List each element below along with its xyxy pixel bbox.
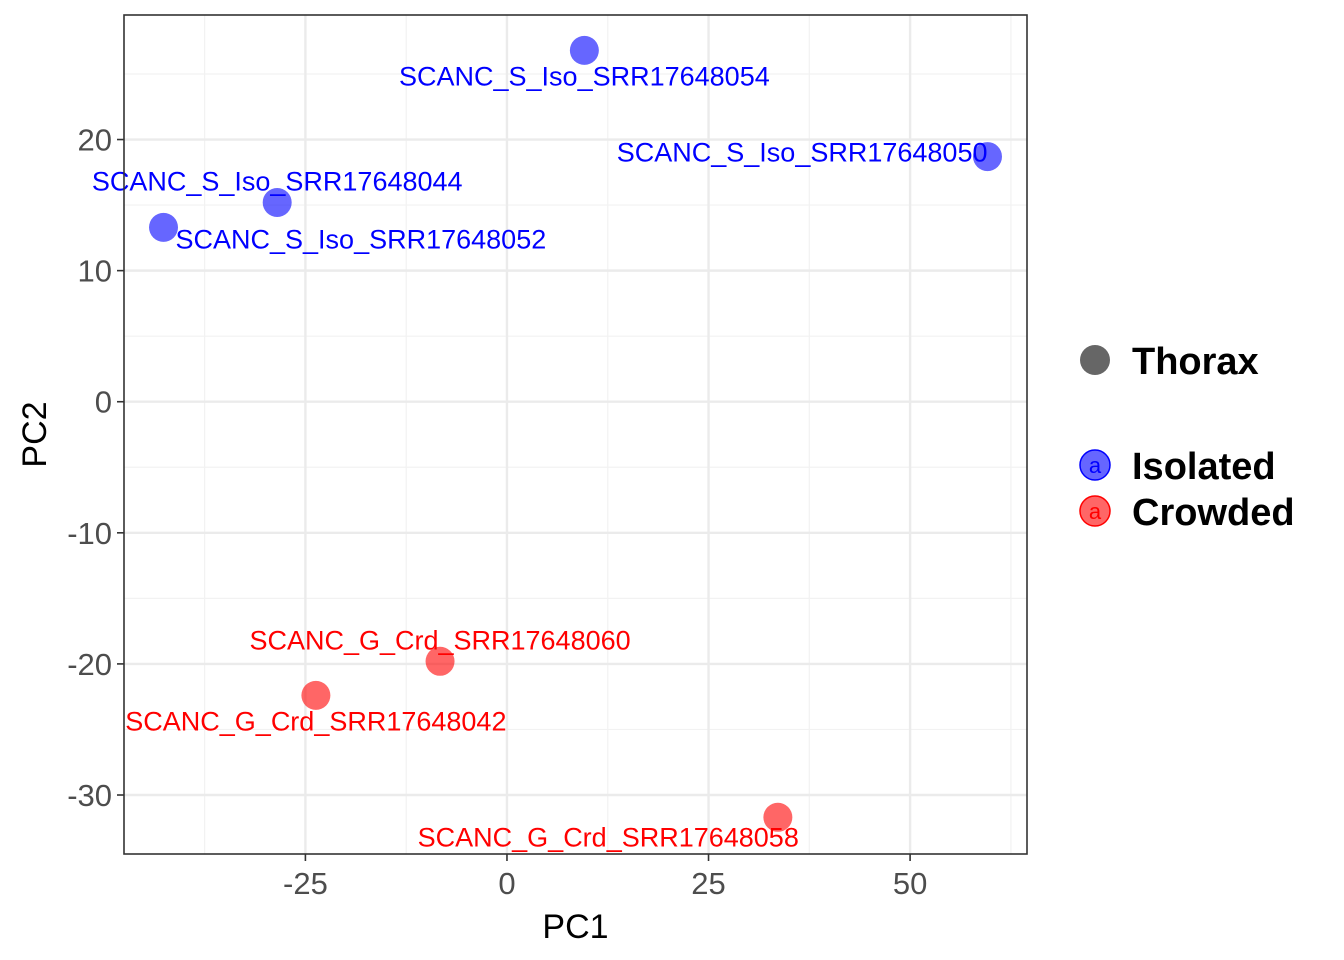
- data-point-crowded: [425, 646, 455, 676]
- point-label: SCANC_G_Crd_SRR17648060: [249, 625, 630, 655]
- legend-key-isolated: [1079, 449, 1111, 481]
- point-label: SCANC_S_Iso_SRR17648050: [617, 138, 988, 168]
- x-tick-label: 50: [893, 866, 927, 901]
- y-tick-label: 20: [78, 123, 112, 158]
- data-points: [149, 35, 1002, 832]
- data-point-isolated: [262, 187, 292, 217]
- major-gridlines: [124, 15, 1027, 854]
- x-tick-label: -25: [283, 866, 328, 901]
- point-label: SCANC_S_Iso_SRR17648044: [92, 166, 463, 196]
- y-tick-label: -20: [67, 647, 112, 682]
- data-point-isolated: [569, 35, 599, 65]
- panel-background: [124, 15, 1027, 854]
- y-tick-label: -10: [67, 516, 112, 551]
- data-point-isolated: [149, 212, 179, 242]
- data-point-isolated: [972, 142, 1002, 172]
- point-label: SCANC_S_Iso_SRR17648052: [176, 224, 547, 254]
- legend-key-letter: a: [1089, 499, 1102, 524]
- data-point-crowded: [301, 680, 331, 710]
- y-tick-label: -30: [67, 778, 112, 813]
- data-point-crowded: [763, 802, 793, 832]
- legend-label-crowded: Crowded: [1132, 492, 1295, 534]
- legend-key-crowded: [1079, 495, 1111, 527]
- legend: Thorax a Isolated a Crowded: [1079, 341, 1295, 534]
- x-tick-label: 0: [498, 866, 515, 901]
- y-tick-label: 10: [78, 254, 112, 289]
- minor-gridlines: [124, 15, 1027, 854]
- x-axis-title: PC1: [542, 908, 608, 946]
- point-label: SCANC_G_Crd_SRR17648042: [125, 706, 506, 736]
- x-tick-label: 25: [691, 866, 725, 901]
- x-axis: -25 0 25 50: [283, 854, 927, 901]
- point-label: SCANC_G_Crd_SRR17648058: [418, 822, 799, 852]
- plot-panel: SCANC_S_Iso_SRR17648054 SCANC_S_Iso_SRR17…: [92, 14, 1028, 855]
- point-labels: SCANC_S_Iso_SRR17648054 SCANC_S_Iso_SRR17…: [92, 61, 988, 852]
- panel-border: [123, 14, 1028, 855]
- legend-thorax-key: [1080, 345, 1110, 375]
- legend-thorax-label: Thorax: [1132, 341, 1259, 383]
- legend-label-isolated: Isolated: [1132, 446, 1276, 488]
- y-axis: -30 -20 -10 0 10 20: [67, 123, 124, 813]
- y-axis-title: PC2: [16, 401, 54, 467]
- y-tick-label: 0: [95, 385, 112, 420]
- point-label: SCANC_S_Iso_SRR17648054: [399, 61, 770, 91]
- legend-key-letter: a: [1089, 453, 1102, 478]
- legend-series-entries: a Isolated a Crowded: [1079, 446, 1295, 534]
